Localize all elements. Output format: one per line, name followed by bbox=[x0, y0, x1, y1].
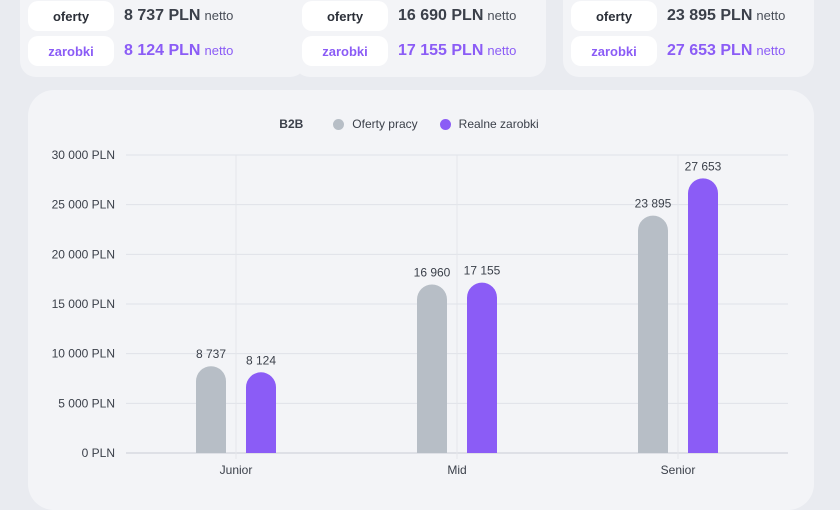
legend-item-offers: Oferty pracy bbox=[333, 117, 418, 131]
data-label: 8 124 bbox=[246, 353, 276, 367]
y-tick-label: 25 000 PLN bbox=[52, 198, 115, 212]
offers-row: oferty 16 690 PLN netto bbox=[302, 1, 516, 31]
legend-item-earnings: Realne zarobki bbox=[439, 117, 539, 131]
legend-label-earnings: Realne zarobki bbox=[458, 117, 539, 131]
y-tick-label: 20 000 PLN bbox=[52, 247, 115, 261]
offers-label: oferty bbox=[571, 1, 657, 31]
offers-value: 16 690 PLN netto bbox=[398, 7, 517, 24]
bar-earnings bbox=[688, 178, 718, 453]
legend-dot-offers bbox=[333, 118, 345, 130]
bar-offers bbox=[638, 215, 668, 453]
y-tick-label: 10 000 PLN bbox=[52, 347, 115, 361]
earnings-label: zarobki bbox=[28, 36, 114, 66]
offers-value: 8 737 PLN netto bbox=[124, 7, 234, 24]
earnings-row: zarobki 8 124 PLN netto bbox=[28, 36, 233, 66]
earnings-label: zarobki bbox=[302, 36, 388, 66]
data-label: 16 960 bbox=[414, 266, 451, 280]
x-category-label: Senior bbox=[661, 463, 696, 477]
offers-value: 23 895 PLN netto bbox=[667, 7, 786, 24]
data-label: 27 653 bbox=[685, 159, 722, 173]
summary-card-mid: oferty 16 690 PLN netto zarobki 17 155 PL… bbox=[294, 0, 546, 77]
chart-legend: B2B Oferty pracy Realne zarobki bbox=[0, 116, 840, 132]
legend-label-offers: Oferty pracy bbox=[352, 117, 418, 131]
summary-card-senior: oferty 23 895 PLN netto zarobki 27 653 PL… bbox=[563, 0, 814, 77]
offers-label: oferty bbox=[28, 1, 114, 31]
y-tick-label: 0 PLN bbox=[82, 446, 115, 460]
data-label: 23 895 bbox=[635, 197, 672, 211]
offers-row: oferty 8 737 PLN netto bbox=[28, 1, 233, 31]
x-category-label: Mid bbox=[447, 463, 466, 477]
contract-type-label: B2B bbox=[279, 117, 304, 131]
y-tick-label: 5 000 PLN bbox=[58, 396, 115, 410]
bar-earnings bbox=[246, 372, 276, 453]
earnings-row: zarobki 17 155 PLN netto bbox=[302, 36, 516, 66]
y-tick-label: 15 000 PLN bbox=[52, 297, 115, 311]
data-label: 17 155 bbox=[464, 264, 501, 278]
y-tick-label: 30 000 PLN bbox=[52, 148, 115, 162]
data-label: 8 737 bbox=[196, 347, 226, 361]
bar-offers bbox=[417, 284, 447, 453]
x-category-label: Junior bbox=[220, 463, 253, 477]
earnings-value: 8 124 PLN netto bbox=[124, 42, 234, 59]
summary-card-junior: oferty 8 737 PLN netto zarobki 8 124 PLN n… bbox=[20, 0, 306, 77]
earnings-value: 17 155 PLN netto bbox=[398, 42, 517, 59]
legend-dot-earnings bbox=[439, 118, 451, 130]
earnings-label: zarobki bbox=[571, 36, 657, 66]
earnings-value: 27 653 PLN netto bbox=[667, 42, 786, 59]
bar-chart: 0 PLN 5 000 PLN 10 000 PLN 15 000 PLN 20 000… bbox=[52, 148, 788, 477]
bar-offers bbox=[196, 366, 226, 453]
offers-label: oferty bbox=[302, 1, 388, 31]
bar-earnings bbox=[467, 282, 497, 453]
offers-row: oferty 23 895 PLN netto bbox=[571, 1, 785, 31]
earnings-row: zarobki 27 653 PLN netto bbox=[571, 36, 785, 66]
